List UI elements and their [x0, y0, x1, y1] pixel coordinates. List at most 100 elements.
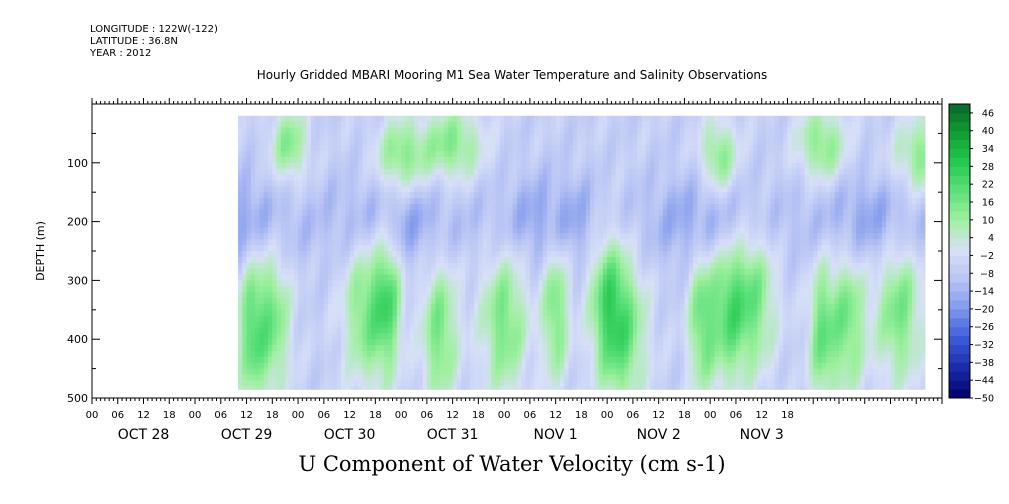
- field-cell: [525, 256, 531, 264]
- field-cell: [529, 239, 535, 246]
- field-cell: [349, 156, 355, 164]
- field-cell: [534, 174, 540, 182]
- field-cell: [375, 345, 381, 352]
- field-cell: [607, 145, 613, 152]
- field-cell: [555, 227, 561, 234]
- field-cell: [418, 292, 424, 299]
- field-cell: [237, 233, 243, 240]
- field-cell: [658, 133, 664, 140]
- field-cell: [340, 162, 346, 170]
- field-cell: [465, 292, 471, 299]
- field-cell: [289, 333, 295, 340]
- field-cell: [435, 233, 441, 240]
- field-cell: [598, 121, 604, 129]
- field-cell: [478, 268, 484, 276]
- field-cell: [353, 215, 359, 223]
- field-cell: [349, 345, 355, 352]
- field-cell: [396, 292, 402, 299]
- field-cell: [602, 233, 608, 240]
- field-cell: [538, 198, 544, 205]
- field-cell: [302, 215, 308, 223]
- field-cell: [671, 186, 677, 193]
- field-cell: [362, 156, 368, 164]
- field-cell: [589, 303, 595, 311]
- field-cell: [658, 162, 664, 170]
- field-cell: [379, 198, 385, 205]
- field-cell: [461, 345, 467, 352]
- field-cell: [422, 186, 428, 193]
- field-cell: [268, 192, 273, 199]
- field-cell: [693, 151, 698, 158]
- field-cell: [302, 156, 308, 164]
- field-cell: [495, 298, 501, 305]
- field-cell: [512, 368, 518, 376]
- field-cell: [632, 168, 638, 176]
- field-cell: [620, 262, 625, 270]
- field-cell: [383, 386, 389, 390]
- field-cell: [328, 221, 333, 229]
- field-cell: [418, 327, 424, 334]
- field-cell: [572, 303, 578, 311]
- field-cell: [602, 203, 608, 211]
- field-cell: [504, 162, 510, 170]
- field-cell: [521, 262, 527, 270]
- field-cell: [246, 256, 252, 264]
- field-cell: [452, 156, 458, 164]
- field-cell: [611, 127, 617, 134]
- field-cell: [285, 139, 291, 146]
- field-cell: [637, 221, 643, 229]
- field-cell: [444, 156, 449, 164]
- field-cell: [340, 298, 346, 305]
- field-cell: [572, 333, 578, 340]
- field-cell: [504, 192, 510, 199]
- field-cell: [461, 374, 467, 381]
- field-cell: [310, 380, 316, 387]
- field-cell: [491, 151, 497, 158]
- field-cell: [332, 298, 338, 305]
- field-cell: [448, 374, 454, 381]
- field-cell: [276, 262, 282, 270]
- field-cell: [486, 298, 492, 305]
- field-cell: [495, 209, 501, 217]
- field-cell: [684, 380, 690, 387]
- field-cell: [645, 227, 651, 234]
- field-cell: [310, 245, 316, 252]
- field-cell: [495, 256, 501, 264]
- field-cell: [332, 162, 338, 170]
- field-cell: [242, 345, 248, 352]
- field-cell: [654, 303, 660, 311]
- field-cell: [242, 180, 248, 187]
- field-cell: [581, 145, 587, 152]
- field-cell: [392, 274, 398, 281]
- field-cell: [353, 151, 359, 158]
- field-cell: [409, 386, 415, 390]
- field-cell: [542, 227, 548, 234]
- field-cell: [431, 245, 437, 252]
- field-cell: [319, 251, 325, 258]
- field-cell: [684, 198, 690, 205]
- field-cell: [250, 127, 256, 134]
- field-cell: [538, 215, 544, 223]
- field-cell: [499, 327, 505, 334]
- field-cell: [478, 215, 484, 223]
- field-cell: [435, 115, 441, 123]
- field-cell: [671, 339, 677, 346]
- field-cell: [379, 315, 385, 323]
- field-cell: [388, 303, 394, 311]
- field-cell: [405, 186, 411, 193]
- field-cell: [508, 339, 514, 346]
- field-cell: [435, 156, 441, 164]
- field-cell: [422, 315, 428, 323]
- field-cell: [289, 339, 295, 346]
- field-cell: [302, 198, 308, 205]
- field-cell: [555, 292, 561, 299]
- field-cell: [465, 156, 471, 164]
- field-cell: [272, 368, 278, 376]
- field-cell: [628, 227, 634, 234]
- field-cell: [662, 168, 668, 176]
- field-cell: [469, 386, 475, 390]
- field-cell: [272, 292, 278, 299]
- field-cell: [581, 327, 587, 334]
- field-cell: [486, 262, 492, 270]
- field-cell: [680, 233, 686, 240]
